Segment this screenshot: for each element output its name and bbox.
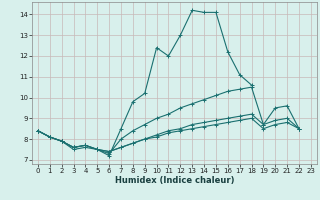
X-axis label: Humidex (Indice chaleur): Humidex (Indice chaleur): [115, 176, 234, 185]
